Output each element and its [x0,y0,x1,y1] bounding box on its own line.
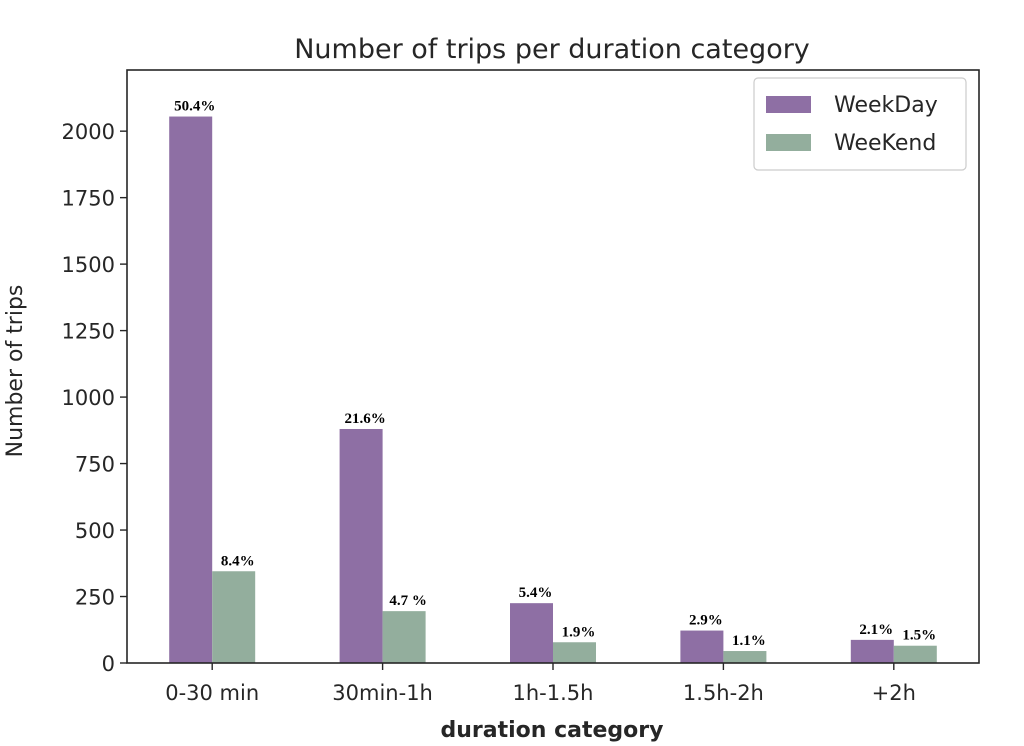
bar-weekday-4 [850,639,894,663]
legend: WeekDay WeeKend [753,77,967,171]
plot-area: 50.4% 21.6% 5.4% 2.9% 2.1% 8.4% 4.7 % 1.9% 1.1% 1… [62,69,980,705]
y-tick-label: 1750 [62,187,115,211]
bar-label-weekend-2: 1.9% [562,624,596,640]
chart-title: Number of trips per duration category [294,34,810,65]
x-tick-label: 1h-1.5h [513,681,594,705]
y-tick-label: 2000 [62,120,115,144]
y-tick-label: 1000 [62,386,115,410]
x-tick-label: 0-30 min [165,681,259,705]
bar-weekday-1 [339,428,383,663]
y-tick-label: 250 [75,586,115,610]
bar-weekend-1 [382,611,426,663]
bar-label-weekend-3: 1.1% [732,633,766,649]
y-tick-label: 0 [102,652,115,676]
bar-weekday-0 [169,116,213,663]
bar-weekday-3 [680,630,724,663]
legend-swatch-weekday [766,96,811,113]
bar-label-weekday-3: 2.9% [689,613,723,629]
x-tick-label: 30min-1h [332,681,433,705]
x-tick-label: 1.5h-2h [683,681,764,705]
y-tick-label: 500 [75,519,115,543]
bar-weekday-2 [510,603,553,663]
bar-weekend-2 [553,642,596,663]
bar-label-weekday-1: 21.6% [344,411,385,427]
bar-weekend-0 [212,571,256,663]
legend-swatch-weekend [766,134,811,151]
bar-weekend-4 [893,645,937,663]
legend-box [753,77,967,171]
bar-label-weekend-1: 4.7 % [389,593,427,609]
bar-label-weekday-0: 50.4% [174,99,215,115]
bar-label-weekend-4: 1.5% [902,628,936,644]
y-tick-label: 1500 [62,253,115,277]
y-tick-label: 750 [75,453,115,477]
y-tick-label: 1250 [62,320,115,344]
bar-label-weekday-4: 2.1% [859,622,893,638]
bar-label-weekend-0: 8.4% [221,553,255,569]
y-axis-title: Number of trips [3,285,28,458]
bar-label-weekday-2: 5.4% [519,585,553,601]
x-axis-title: duration category [441,718,664,743]
legend-label-weekday: WeekDay [834,93,938,118]
x-tick-label: +2h [872,681,916,705]
legend-label-weekend: WeeKend [834,131,936,156]
bar-weekend-3 [723,651,767,663]
